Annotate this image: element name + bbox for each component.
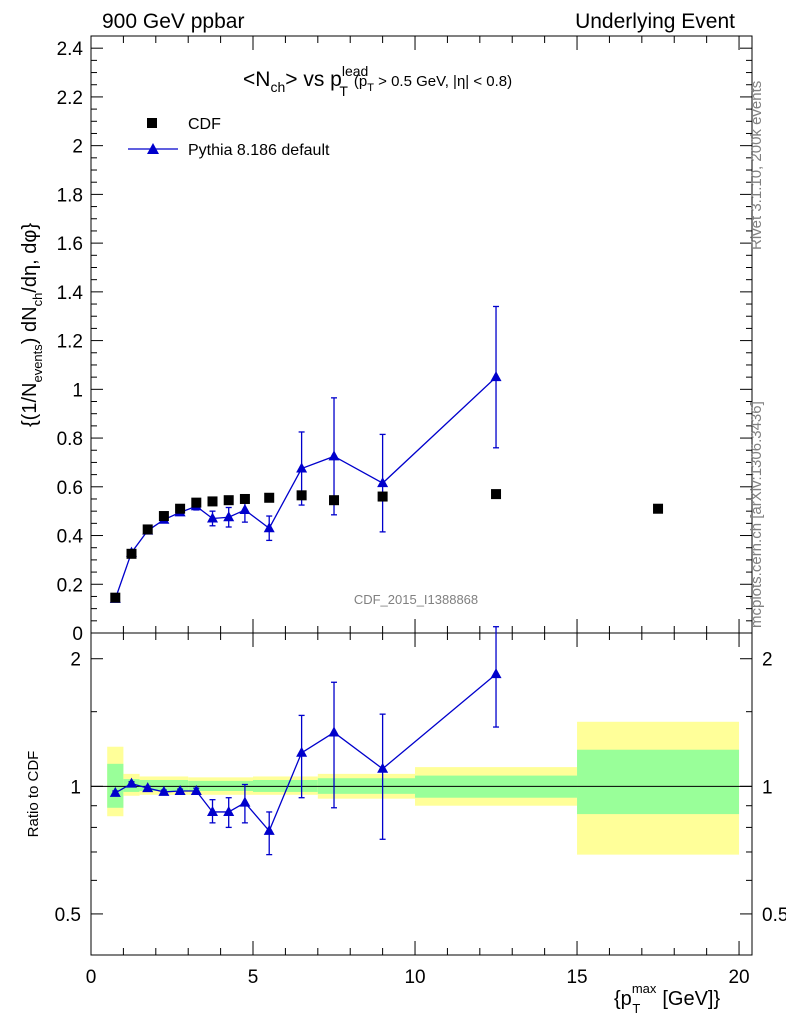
ratio-point bbox=[328, 726, 340, 737]
ratio-point bbox=[239, 796, 251, 807]
cdf-point bbox=[223, 495, 234, 506]
ratio-point bbox=[207, 805, 219, 816]
cdf-point bbox=[191, 497, 202, 508]
ratio-point bbox=[223, 805, 235, 816]
mc-point bbox=[490, 371, 502, 382]
main-y-axis-label: {(1/Nevents) dNch/dη, dφ} bbox=[19, 223, 45, 427]
y-tick-label: 2.2 bbox=[57, 88, 83, 109]
cdf-point bbox=[296, 490, 307, 501]
mc-point bbox=[296, 462, 308, 473]
y-tick-label: 1.2 bbox=[57, 332, 83, 353]
ratio-data-points bbox=[109, 626, 502, 856]
cdf-point bbox=[653, 503, 664, 514]
band-inner bbox=[577, 749, 740, 815]
mc-point bbox=[239, 503, 251, 514]
ratio-y-tick-label-right: 2 bbox=[762, 650, 773, 671]
ratio-y-tick-label: 2 bbox=[70, 650, 81, 671]
legend-cdf-marker bbox=[147, 118, 157, 128]
ratio-point bbox=[190, 784, 202, 795]
ratio-y-tick-label: 1 bbox=[70, 777, 81, 798]
y-tick-label: 0.8 bbox=[57, 429, 83, 450]
ratio-y-tick-label-right: 1 bbox=[762, 777, 773, 798]
y-tick-label: 0.4 bbox=[57, 527, 84, 548]
header-right: Underlying Event bbox=[575, 10, 735, 33]
cdf-point bbox=[264, 492, 275, 503]
main-y-ticks: 0 0.2 0.4 0.6 0.8 1 1.2 1.4 1.6 1.8 2 2.2 2.4 bbox=[57, 35, 752, 645]
ratio-y-tick-label: 0.5 bbox=[55, 905, 81, 926]
cdf-point bbox=[207, 496, 218, 507]
y-tick-label: 1 bbox=[72, 380, 83, 401]
analysis-watermark: CDF_2015_I1388868 bbox=[354, 592, 478, 607]
x-ticks: 0 5 10 15 20 bbox=[86, 36, 750, 988]
mc-point bbox=[207, 512, 219, 523]
ratio-uncertainty-bands bbox=[107, 721, 740, 855]
ratio-line bbox=[114, 673, 497, 833]
ratio-point bbox=[109, 786, 121, 797]
cdf-point bbox=[491, 489, 502, 500]
y-tick-label: 0.2 bbox=[57, 575, 83, 596]
y-tick-label: 2.4 bbox=[57, 39, 84, 60]
cdf-point bbox=[142, 524, 153, 535]
main-data-points bbox=[109, 305, 664, 603]
cdf-point bbox=[329, 495, 340, 506]
legend-mc-marker bbox=[147, 143, 159, 154]
y-tick-label: 0.6 bbox=[57, 478, 83, 499]
y-tick-label: 1.4 bbox=[57, 283, 84, 304]
x-tick-label: 0 bbox=[86, 967, 97, 988]
ratio-plot-frame bbox=[90, 632, 753, 956]
ratio-point bbox=[490, 668, 502, 679]
plot-title: <Nch> vs plead T(pT > 0.5 GeV, |η| < 0.8) bbox=[243, 63, 512, 99]
ratio-point bbox=[377, 762, 389, 773]
y-tick-label: 0 bbox=[72, 624, 83, 645]
legend-mc-label: Pythia 8.186 default bbox=[188, 142, 330, 159]
ratio-point bbox=[158, 785, 170, 796]
x-tick-label: 15 bbox=[566, 967, 587, 988]
x-tick-label: 5 bbox=[248, 967, 259, 988]
band-inner bbox=[139, 779, 189, 791]
cdf-point bbox=[158, 511, 169, 522]
x-tick-label: 20 bbox=[728, 967, 749, 988]
ratio-point bbox=[174, 784, 186, 795]
cdf-point bbox=[110, 592, 121, 603]
mc-point bbox=[223, 511, 235, 522]
cdf-point bbox=[126, 548, 137, 559]
band-inner bbox=[107, 763, 124, 808]
legend-cdf-label: CDF bbox=[188, 116, 221, 133]
rivet-label: Rivet 3.1.10, 200k events bbox=[748, 81, 765, 250]
ratio-point bbox=[296, 746, 308, 757]
ratio-point bbox=[126, 777, 138, 788]
mc-point bbox=[328, 450, 340, 461]
mc-point bbox=[263, 522, 275, 533]
ratio-point bbox=[263, 824, 275, 835]
cdf-point bbox=[377, 491, 388, 502]
y-tick-label: 2 bbox=[72, 137, 83, 158]
cdf-point bbox=[239, 493, 250, 504]
ratio-y-tick-label-right: 0.5 bbox=[762, 905, 786, 926]
x-axis-label: {pmax T [GeV]} bbox=[614, 981, 720, 1016]
mcplots-label: mcplots.cern.ch [arXiv:1306.3436] bbox=[748, 401, 765, 628]
x-tick-label: 10 bbox=[404, 967, 425, 988]
header-left: 900 GeV ppbar bbox=[102, 10, 244, 33]
ratio-y-axis-label: Ratio to CDF bbox=[25, 751, 42, 838]
y-tick-label: 1.6 bbox=[57, 234, 83, 255]
ratio-point bbox=[142, 782, 154, 793]
mc-point bbox=[377, 477, 389, 488]
ratio-y-ticks: 0.5 0.5 1 1 2 2 bbox=[55, 650, 786, 926]
cdf-point bbox=[175, 503, 186, 514]
y-tick-label: 1.8 bbox=[57, 185, 83, 206]
mc-line bbox=[114, 376, 497, 600]
